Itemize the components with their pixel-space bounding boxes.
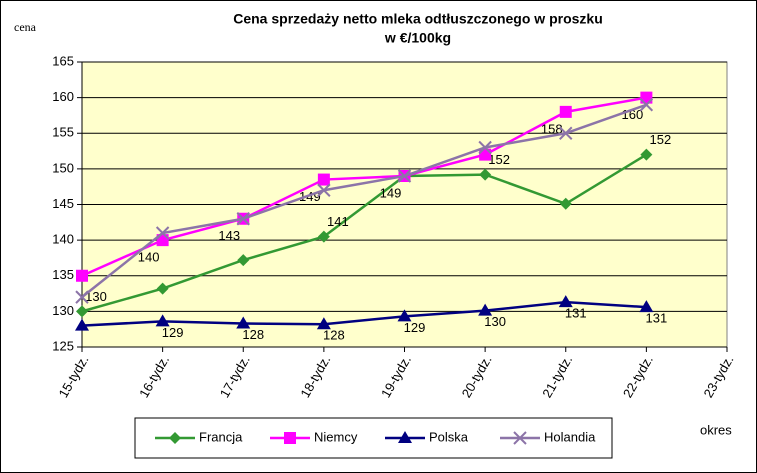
marker xyxy=(398,431,412,443)
y-tick-label: 135 xyxy=(52,267,74,282)
marker xyxy=(558,295,573,308)
legend-label: Polska xyxy=(429,429,469,444)
marker xyxy=(155,314,170,327)
data-label: 140 xyxy=(138,250,160,265)
data-label: 128 xyxy=(323,328,345,343)
marker xyxy=(156,282,169,295)
marker xyxy=(317,173,330,186)
y-tick-label: 150 xyxy=(52,160,74,175)
data-label: 141 xyxy=(327,214,349,229)
marker xyxy=(169,432,181,444)
y-tick-label: 145 xyxy=(52,196,74,211)
y-tick-label: 125 xyxy=(52,338,74,353)
marker xyxy=(317,230,330,243)
data-label: 129 xyxy=(162,325,184,340)
marker xyxy=(284,432,296,444)
marker xyxy=(478,303,493,316)
marker xyxy=(479,168,492,181)
chart-title: Cena sprzedaży netto mleka odtłuszczoneg… xyxy=(233,11,603,27)
data-label: 129 xyxy=(404,320,426,335)
data-label: 131 xyxy=(646,311,668,326)
data-label: 131 xyxy=(565,306,587,321)
marker xyxy=(317,183,331,197)
marker xyxy=(237,254,250,267)
data-label: 143 xyxy=(218,228,240,243)
marker xyxy=(76,305,88,318)
marker xyxy=(513,431,527,445)
data-label: 152 xyxy=(650,132,672,147)
marker xyxy=(640,148,653,161)
marker xyxy=(155,226,170,240)
marker xyxy=(639,98,654,112)
marker xyxy=(75,290,89,304)
y-tick-label: 130 xyxy=(52,303,74,318)
marker xyxy=(397,309,412,322)
y-tick-label: 165 xyxy=(52,53,74,68)
marker xyxy=(559,126,573,140)
marker xyxy=(559,105,572,118)
y-tick-label: 160 xyxy=(52,89,74,104)
marker xyxy=(236,212,250,226)
legend-label: Holandia xyxy=(544,429,596,444)
series-line xyxy=(81,103,647,299)
series-line xyxy=(81,153,648,313)
marker xyxy=(397,169,412,183)
legend-label: Niemcy xyxy=(314,429,358,444)
marker xyxy=(75,318,89,331)
data-label: 130 xyxy=(484,314,506,329)
marker xyxy=(478,140,492,155)
series-line xyxy=(81,96,647,277)
y-tick-label: 140 xyxy=(52,232,74,247)
marker xyxy=(559,197,572,210)
marker xyxy=(76,269,88,282)
data-label: 152 xyxy=(488,152,510,167)
data-label: 158 xyxy=(541,121,563,136)
data-label: 149 xyxy=(380,185,402,200)
marker xyxy=(316,317,331,330)
y-tick-label: 155 xyxy=(52,125,74,140)
chart-subtitle: w €/100kg xyxy=(384,30,451,46)
legend-label: Francja xyxy=(199,429,243,444)
data-label: 128 xyxy=(242,327,264,342)
data-label: 130 xyxy=(85,289,107,304)
x-axis-label: okres xyxy=(700,422,732,437)
marker xyxy=(236,316,251,329)
marker xyxy=(639,300,654,313)
y-axis-label: cena xyxy=(14,20,37,34)
series-line xyxy=(81,300,647,327)
